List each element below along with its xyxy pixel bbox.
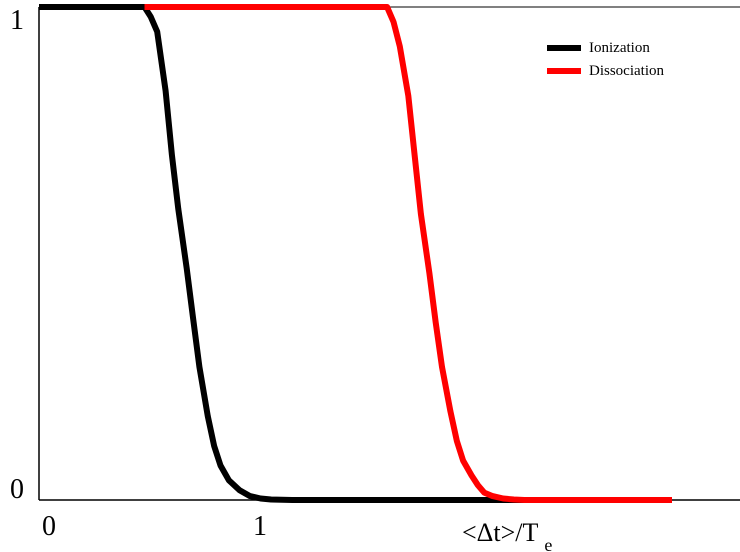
x-tick-label-0: 0 — [42, 511, 56, 542]
series-layer — [39, 4, 672, 503]
svg-text:<Δt>/T e: <Δt>/T e — [462, 518, 552, 552]
legend: Ionization Dissociation — [547, 40, 664, 79]
series-line-dissociation — [144, 4, 672, 503]
x-tick-label-1: 1 — [253, 511, 267, 542]
x-axis-label-main: <Δt>/T — [462, 518, 538, 547]
legend-label-ionization: Ionization — [589, 40, 650, 56]
y-tick-label-1: 1 — [10, 5, 24, 36]
tick-labels: 0 1 0 1 — [10, 5, 267, 542]
x-axis-label: <Δt>/T e — [462, 518, 552, 552]
x-axis-label-subscript: e — [544, 535, 552, 552]
y-tick-label-0: 0 — [10, 474, 24, 505]
series-line-ionization — [39, 4, 672, 503]
legend-label-dissociation: Dissociation — [589, 63, 664, 79]
